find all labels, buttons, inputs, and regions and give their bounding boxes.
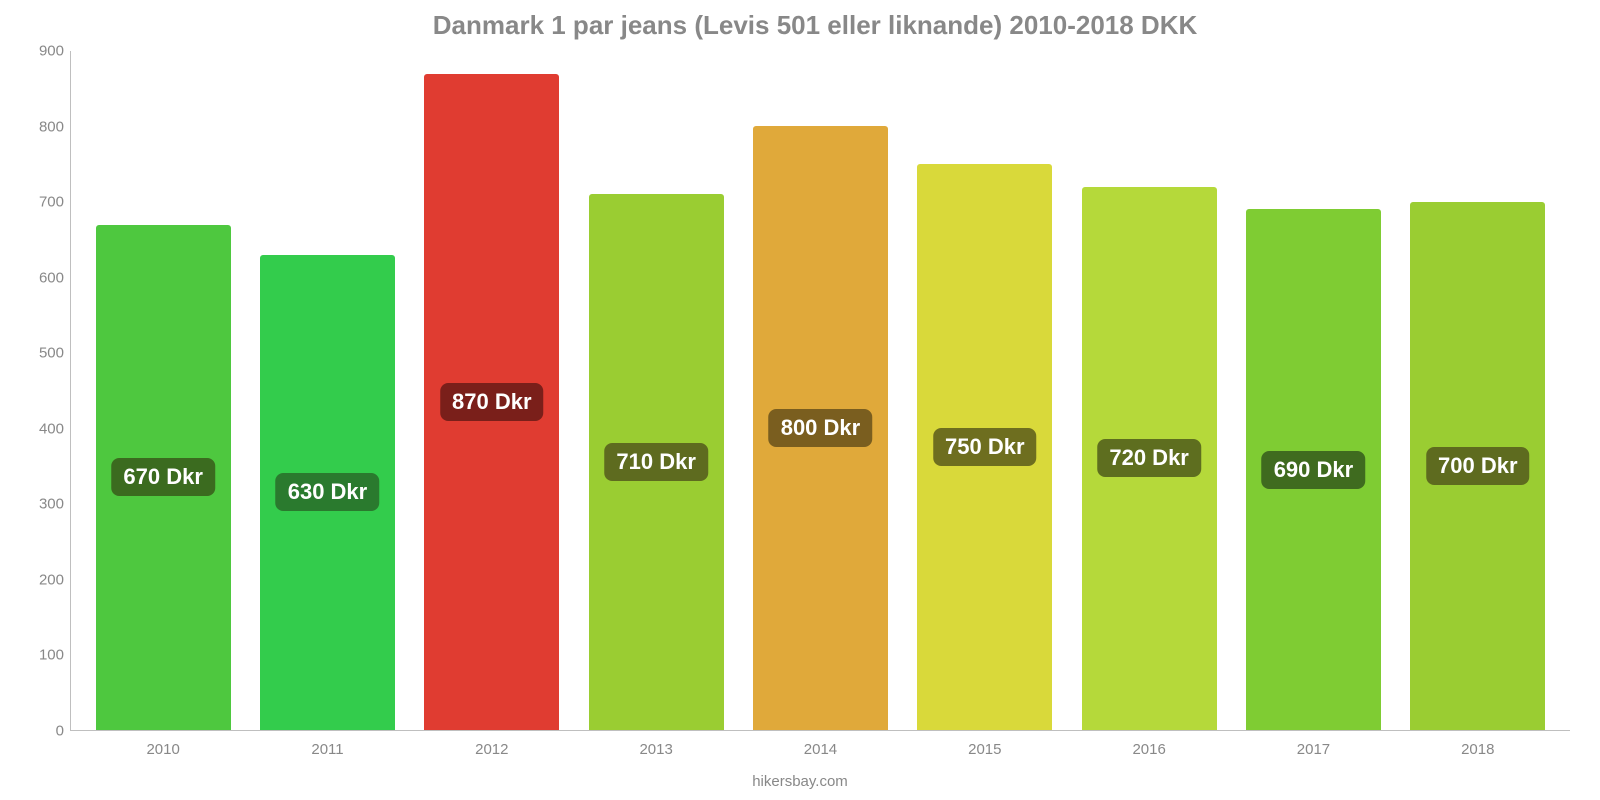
y-tick-label: 100 — [22, 647, 64, 664]
y-tick-label: 0 — [22, 723, 64, 740]
bar-value-label: 700 Dkr — [1426, 447, 1530, 485]
bar-slot: 670 Dkr — [81, 51, 245, 730]
bar: 750 Dkr — [917, 164, 1052, 730]
x-tick-label: 2011 — [245, 741, 409, 758]
bar-value-label: 750 Dkr — [933, 428, 1037, 466]
y-tick-label: 900 — [22, 43, 64, 60]
bar-chart: Danmark 1 par jeans (Levis 501 eller lik… — [0, 0, 1600, 800]
x-tick-label: 2016 — [1067, 741, 1231, 758]
bar-slot: 630 Dkr — [245, 51, 409, 730]
footer-attribution: hikersbay.com — [0, 773, 1600, 790]
x-axis-labels: 201020112012201320142015201620172018 — [71, 741, 1570, 758]
bar: 700 Dkr — [1410, 202, 1545, 730]
bar-slot: 870 Dkr — [410, 51, 574, 730]
bar-slot: 750 Dkr — [903, 51, 1067, 730]
bar: 870 Dkr — [424, 74, 559, 730]
bar: 720 Dkr — [1082, 187, 1217, 730]
bar-value-label: 870 Dkr — [440, 383, 544, 421]
x-tick-label: 2015 — [903, 741, 1067, 758]
y-axis: 0100200300400500600700800900 — [22, 51, 70, 731]
y-tick-label: 800 — [22, 118, 64, 135]
bar: 800 Dkr — [753, 126, 888, 730]
bar-slot: 700 Dkr — [1396, 51, 1560, 730]
y-tick-label: 700 — [22, 194, 64, 211]
bars-container: 670 Dkr 630 Dkr 870 Dkr 710 Dkr 800 Dkr 750 D… — [71, 51, 1570, 730]
x-tick-label: 2013 — [574, 741, 738, 758]
bar-value-label: 710 Dkr — [604, 443, 708, 481]
y-tick-label: 600 — [22, 269, 64, 286]
x-tick-label: 2012 — [410, 741, 574, 758]
bar-slot: 710 Dkr — [574, 51, 738, 730]
x-tick-label: 2014 — [738, 741, 902, 758]
plot-area: 0100200300400500600700800900 670 Dkr630 … — [70, 51, 1570, 731]
x-tick-label: 2018 — [1396, 741, 1560, 758]
chart-title: Danmark 1 par jeans (Levis 501 eller lik… — [60, 10, 1570, 41]
y-tick-label: 500 — [22, 345, 64, 362]
plot: 670 Dkr 630 Dkr 870 Dkr 710 Dkr 800 Dkr 750 D… — [70, 51, 1570, 731]
y-tick-label: 200 — [22, 571, 64, 588]
x-tick-label: 2010 — [81, 741, 245, 758]
bar-value-label: 630 Dkr — [276, 473, 380, 511]
bar: 670 Dkr — [96, 225, 231, 730]
bar-value-label: 690 Dkr — [1262, 451, 1366, 489]
y-tick-label: 300 — [22, 496, 64, 513]
x-tick-label: 2017 — [1231, 741, 1395, 758]
bar: 710 Dkr — [589, 194, 724, 730]
bar-slot: 800 Dkr — [738, 51, 902, 730]
bar: 630 Dkr — [260, 255, 395, 730]
bar-value-label: 670 Dkr — [111, 458, 215, 496]
bar-slot: 720 Dkr — [1067, 51, 1231, 730]
bar-value-label: 720 Dkr — [1097, 439, 1201, 477]
y-tick-label: 400 — [22, 420, 64, 437]
bar-slot: 690 Dkr — [1231, 51, 1395, 730]
bar-value-label: 800 Dkr — [769, 409, 873, 447]
bar: 690 Dkr — [1246, 209, 1381, 730]
